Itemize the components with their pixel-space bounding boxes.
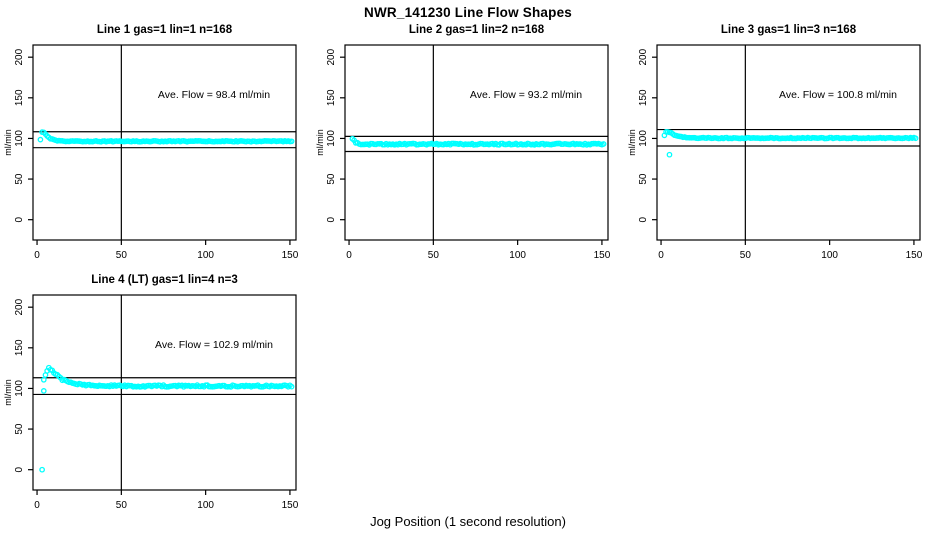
ave-flow-annotation: Ave. Flow = 100.8 ml/min xyxy=(779,89,897,101)
x-tick-label: 100 xyxy=(509,250,526,261)
y-tick-label: 0 xyxy=(638,216,649,222)
y-tick-label: 0 xyxy=(14,466,25,472)
y-tick-label: 200 xyxy=(14,48,25,65)
panel-plot-line-1: 0 50 100 150 0 50 100 150 200 ml/min Ave. Flow = 9… xyxy=(3,44,299,261)
x-tick-label: 0 xyxy=(346,250,352,261)
data-points xyxy=(349,135,607,148)
x-tick-label: 150 xyxy=(282,500,299,511)
x-tick-label: 150 xyxy=(594,250,611,261)
x-tick-label: 50 xyxy=(116,250,128,261)
y-axis-title: ml/min xyxy=(315,129,325,156)
y-tick-label: 50 xyxy=(326,173,337,185)
y-tick-label: 100 xyxy=(14,130,25,147)
y-axis-title: ml/min xyxy=(3,379,13,406)
data-points xyxy=(37,129,295,145)
x-tick-label: 100 xyxy=(197,250,214,261)
panel-line-3: Line 3 gas=1 lin=3 n=168 0 50 100 150 0 50 100… xyxy=(624,22,936,275)
y-tick-label: 100 xyxy=(326,130,337,147)
y-tick-label: 0 xyxy=(14,216,25,222)
ave-flow-annotation: Ave. Flow = 98.4 ml/min xyxy=(158,89,270,101)
panel-title: Line 3 gas=1 lin=3 n=168 xyxy=(720,24,857,36)
y-axis-title: ml/min xyxy=(3,129,13,156)
x-tick-label: 0 xyxy=(34,250,40,261)
plot-box xyxy=(32,294,297,491)
panel-title: Line 4 (LT) gas=1 lin=4 n=3 xyxy=(91,274,238,286)
data-point xyxy=(288,138,295,145)
y-tick-label: 50 xyxy=(14,423,25,435)
ave-flow-annotation: Ave. Flow = 102.9 ml/min xyxy=(155,339,273,351)
panel-title: Line 1 gas=1 lin=1 n=168 xyxy=(96,24,233,36)
y-tick-label: 100 xyxy=(638,130,649,147)
y-tick-label: 100 xyxy=(14,380,25,397)
panel-plot-line-3: 0 50 100 150 0 50 100 150 200 ml/min Ave. Flow = 1… xyxy=(627,44,923,261)
y-tick-label: 150 xyxy=(14,339,25,356)
x-tick-label: 0 xyxy=(658,250,664,261)
panel-plot-line-4: 0 50 100 150 0 50 100 150 200 ml/min Ave. Flow = 1… xyxy=(3,294,299,511)
x-tick-label: 150 xyxy=(282,250,299,261)
panel-title: Line 2 gas=1 lin=2 n=168 xyxy=(408,24,545,36)
x-tick-label: 0 xyxy=(34,500,40,511)
y-tick-label: 150 xyxy=(638,89,649,106)
x-tick-label: 150 xyxy=(906,250,923,261)
y-tick-label: 50 xyxy=(638,173,649,185)
y-tick-label: 0 xyxy=(326,216,337,222)
x-axis-label: Jog Position (1 second resolution) xyxy=(370,514,566,529)
data-points xyxy=(39,364,295,473)
ave-flow-annotation: Ave. Flow = 93.2 ml/min xyxy=(470,89,582,101)
panel-plot-line-2: 0 50 100 150 0 50 100 150 200 ml/min Ave. Flow = 9… xyxy=(315,44,611,261)
figure-title: NWR_141230 Line Flow Shapes xyxy=(364,5,572,20)
panel-line-2: Line 2 gas=1 lin=2 n=168 0 50 100 150 0 50 100… xyxy=(312,22,624,275)
data-points xyxy=(661,129,919,158)
y-tick-label: 150 xyxy=(326,89,337,106)
y-tick-label: 50 xyxy=(14,173,25,185)
data-point-outlier xyxy=(666,151,673,158)
data-point xyxy=(288,383,295,390)
plot-box xyxy=(656,44,921,241)
data-point-outlier xyxy=(39,466,45,473)
x-tick-label: 50 xyxy=(740,250,752,261)
data-point xyxy=(40,376,47,383)
panel-line-4: Line 4 (LT) gas=1 lin=4 n=3 0 50 100 150 0 50… xyxy=(0,272,312,525)
y-tick-label: 200 xyxy=(326,48,337,65)
y-tick-label: 200 xyxy=(14,298,25,315)
x-tick-label: 50 xyxy=(116,500,128,511)
x-tick-label: 100 xyxy=(197,500,214,511)
y-tick-label: 150 xyxy=(14,89,25,106)
data-point-outlier xyxy=(40,388,47,394)
y-tick-label: 200 xyxy=(638,48,649,65)
panel-line-1: Line 1 gas=1 lin=1 n=168 0 50 100 150 0 50 100… xyxy=(0,22,312,275)
y-axis-title: ml/min xyxy=(627,129,637,156)
data-point xyxy=(600,141,607,147)
x-tick-label: 50 xyxy=(428,250,440,261)
x-tick-label: 100 xyxy=(821,250,838,261)
data-point xyxy=(37,136,44,143)
data-point xyxy=(912,135,919,142)
